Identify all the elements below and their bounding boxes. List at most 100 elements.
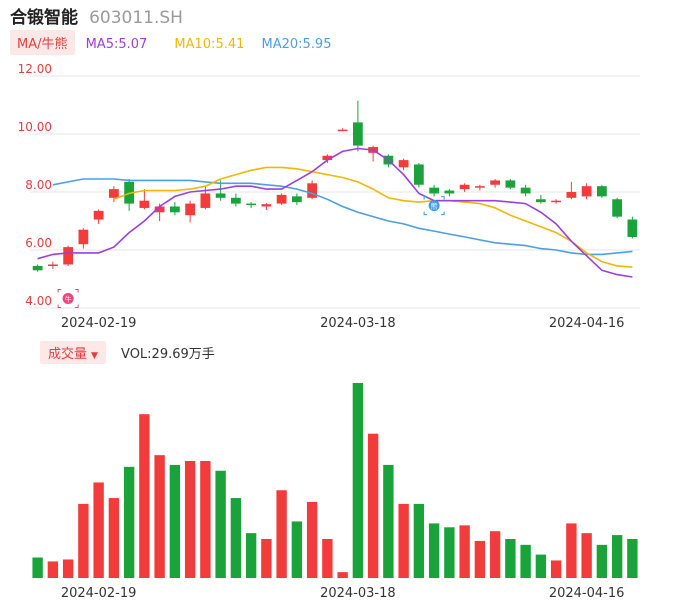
volume-bar [322,539,333,578]
candle-body [474,186,485,188]
volume-bar [535,554,547,578]
volume-bar [62,559,74,578]
volume-value: VOL:29.69万手 [121,347,215,362]
volume-bar [505,539,516,578]
volume-x-tick-label: 2024-03-18 [320,586,396,601]
candle-body [169,206,180,213]
x-tick-label: 2024-02-19 [61,316,137,331]
volume-bar [489,531,501,578]
bear-signal-icon: 熊 [423,196,445,216]
volume-bar [291,521,303,578]
volume-bar [306,501,318,578]
volume-bar [215,470,226,578]
volume-bar [245,533,257,578]
volume-bar [383,464,394,578]
volume-bar [123,466,135,578]
volume-bar [169,464,181,578]
volume-bar [444,527,455,578]
volume-bar [32,557,43,578]
candle-body [93,210,104,220]
volume-bar [200,461,211,578]
candle-body [78,229,89,245]
volume-bar [413,503,425,578]
y-tick-label: 12.00 [18,62,52,76]
volume-bar [276,490,287,578]
candle-body [215,193,226,198]
candle-body [337,129,348,132]
volume-bar [581,533,592,578]
volume-bar [261,539,272,578]
volume-bar [428,523,440,578]
ma-legend: MA/牛熊 MA5:5.07 MA10:5.41 MA20:5.95 [10,30,331,56]
volume-bar [474,540,486,578]
volume-bar [352,383,364,578]
y-tick-label: 4.00 [25,294,52,308]
candle-body [32,265,43,271]
stock-header: 合锻智能 603011.SH [10,3,183,28]
volume-bar [78,503,89,578]
candle-body [566,192,577,198]
candle-body [291,196,302,203]
candle-body [444,190,455,194]
ma10-label: MA10:5.41 [174,37,245,52]
candle-body [108,189,119,198]
candle-body [398,160,409,168]
x-tick-label: 2024-04-16 [549,316,625,331]
volume-indicator-label: 成交量 [48,347,88,362]
stock-name: 合锻智能 [10,8,78,28]
signal-bracket [423,196,445,216]
signal-dot [428,200,440,212]
y-tick-label: 10.00 [18,120,52,134]
candle-body [230,197,241,204]
signal-label: 牛 [65,294,72,303]
candle-body [261,204,272,207]
volume-x-tick-label: 2024-04-16 [549,586,625,601]
stock-code: 603011.SH [89,8,183,28]
volume-x-tick-label: 2024-02-19 [61,586,137,601]
volume-bar [459,525,470,578]
volume-bar [139,414,150,578]
candle-body [459,184,470,190]
candle-body [139,200,150,208]
candle-body [429,187,440,194]
candle-body [490,180,501,185]
signal-dot [62,292,74,304]
volume-bar [566,523,577,578]
x-tick-label: 2024-03-18 [320,316,396,331]
ma5-label: MA5:5.07 [85,37,148,52]
candle-body [307,183,318,198]
volume-bar [93,482,104,578]
volume-bar [611,535,623,578]
volume-bar [230,498,242,578]
y-tick-label: 6.00 [25,236,52,250]
volume-indicator-button[interactable]: 成交量 ▼ [40,341,106,364]
ma5-line [37,147,633,278]
candle-body [246,203,257,206]
candle-body [154,206,165,213]
candle-body [276,194,287,204]
volume-bar [596,544,608,578]
bull-signal-icon: 牛 [57,288,79,308]
candle-body [505,180,516,188]
candle-body [535,199,546,203]
chevron-down-icon: ▼ [91,351,98,361]
ma10-line [113,166,633,268]
volume-bar [47,561,59,578]
ma-indicator-button[interactable]: MA/牛熊 [10,30,75,55]
candle-body [185,203,196,216]
ma20-label: MA20:5.95 [261,37,332,52]
signal-bracket [57,288,79,308]
volume-bar [627,539,638,578]
candle-body [551,200,562,203]
volume-bar [520,544,531,578]
volume-bar [398,503,409,578]
volume-bar [108,498,120,578]
candle-body [63,247,74,265]
y-tick-label: 8.00 [25,178,52,192]
candle-body [581,186,592,197]
candle-body [47,264,58,266]
candle-body [352,122,363,146]
signal-label: 熊 [431,202,438,211]
candle-body [596,186,607,197]
